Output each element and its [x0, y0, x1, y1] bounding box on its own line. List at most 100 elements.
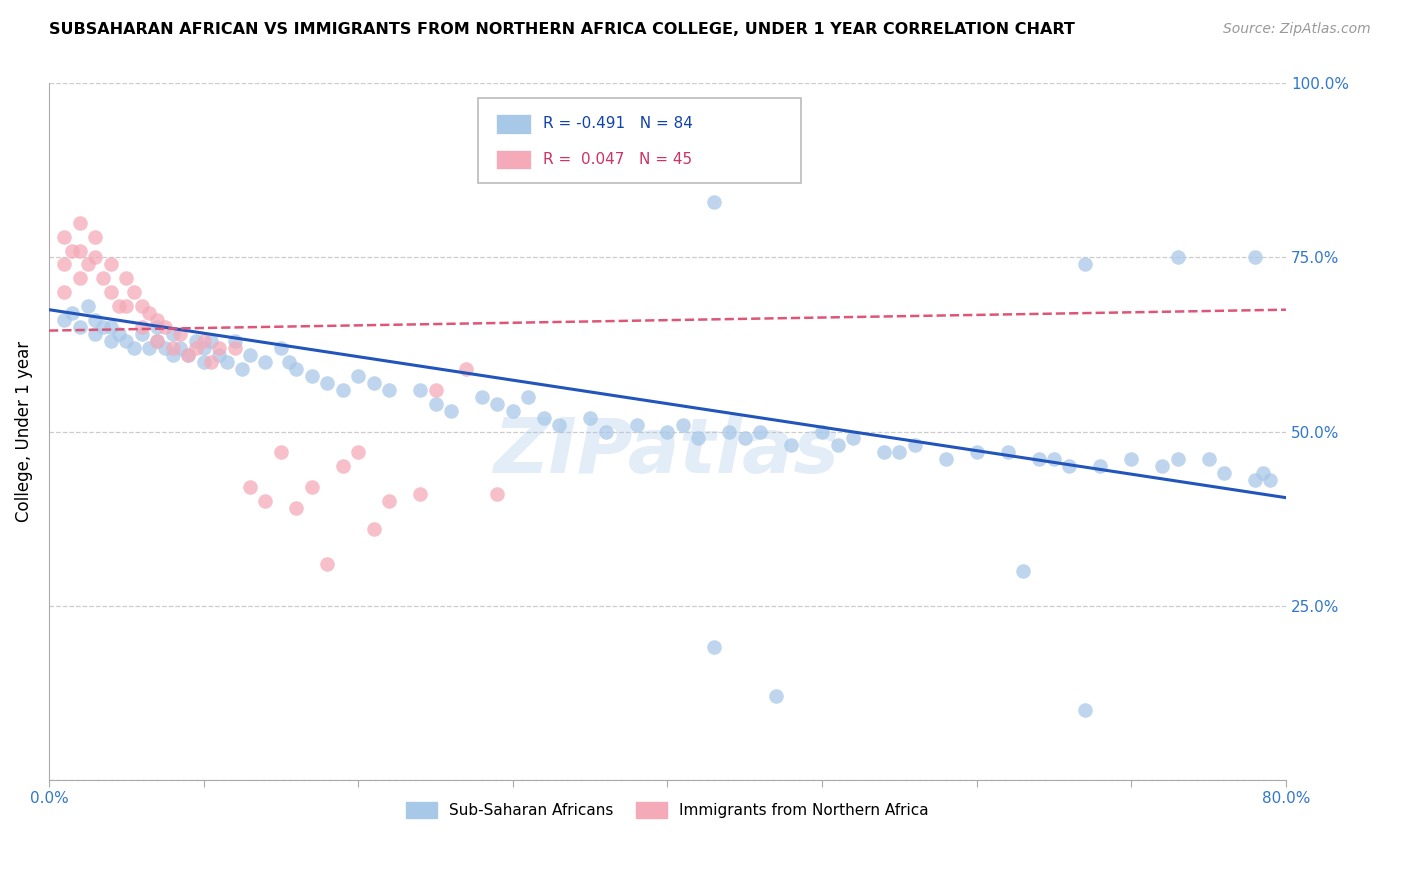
Point: [966, 445, 988, 459]
Point: [224, 334, 246, 348]
Point: [285, 362, 308, 376]
Point: [53, 285, 76, 300]
Point: [301, 368, 323, 383]
Point: [316, 557, 339, 571]
Point: [162, 341, 184, 355]
Y-axis label: College, Under 1 year: College, Under 1 year: [15, 341, 32, 522]
Point: [997, 445, 1019, 459]
Point: [100, 334, 122, 348]
Point: [76, 257, 98, 271]
Point: [471, 390, 494, 404]
Point: [162, 327, 184, 342]
Point: [332, 383, 354, 397]
Point: [1167, 251, 1189, 265]
Point: [1213, 467, 1236, 481]
Point: [239, 348, 262, 362]
Point: [254, 355, 277, 369]
Point: [827, 438, 849, 452]
Point: [184, 341, 207, 355]
Point: [224, 341, 246, 355]
Point: [347, 445, 370, 459]
Point: [672, 417, 695, 432]
Point: [107, 327, 129, 342]
Point: [177, 348, 200, 362]
Point: [440, 403, 463, 417]
Text: R =  0.047   N = 45: R = 0.047 N = 45: [543, 153, 692, 167]
Point: [254, 494, 277, 508]
Point: [100, 285, 122, 300]
Point: [193, 334, 215, 348]
Point: [703, 194, 725, 209]
Point: [100, 320, 122, 334]
Point: [811, 425, 834, 439]
Point: [301, 480, 323, 494]
Point: [1260, 473, 1282, 487]
Point: [378, 383, 401, 397]
Point: [935, 452, 957, 467]
Point: [200, 355, 222, 369]
Point: [69, 320, 91, 334]
Point: [873, 445, 896, 459]
Point: [842, 432, 865, 446]
Point: [1152, 459, 1174, 474]
Point: [486, 487, 509, 501]
Point: [1059, 459, 1081, 474]
Point: [122, 341, 145, 355]
Point: [409, 487, 432, 501]
Point: [1090, 459, 1112, 474]
Point: [1167, 452, 1189, 467]
Point: [765, 689, 787, 703]
Point: [718, 425, 741, 439]
Point: [270, 445, 292, 459]
Point: [1121, 452, 1143, 467]
Legend: Sub-Saharan Africans, Immigrants from Northern Africa: Sub-Saharan Africans, Immigrants from No…: [401, 796, 935, 824]
Point: [69, 244, 91, 258]
Point: [115, 271, 138, 285]
Point: [193, 355, 215, 369]
Point: [1012, 564, 1035, 578]
Point: [277, 355, 299, 369]
Point: [200, 334, 222, 348]
Point: [688, 432, 710, 446]
Point: [91, 320, 114, 334]
Point: [131, 299, 153, 313]
Point: [363, 376, 385, 390]
Point: [595, 425, 617, 439]
Point: [517, 390, 540, 404]
Point: [100, 257, 122, 271]
Point: [115, 299, 138, 313]
Point: [425, 397, 447, 411]
Text: SUBSAHARAN AFRICAN VS IMMIGRANTS FROM NORTHERN AFRICA COLLEGE, UNDER 1 YEAR CORR: SUBSAHARAN AFRICAN VS IMMIGRANTS FROM NO…: [49, 22, 1076, 37]
Point: [780, 438, 803, 452]
Point: [177, 348, 200, 362]
Point: [169, 327, 191, 342]
Point: [347, 368, 370, 383]
Point: [378, 494, 401, 508]
Point: [84, 251, 107, 265]
Point: [146, 320, 169, 334]
Point: [53, 313, 76, 327]
Point: [332, 459, 354, 474]
Point: [1043, 452, 1066, 467]
Point: [486, 397, 509, 411]
Point: [889, 445, 911, 459]
Point: [193, 341, 215, 355]
Point: [138, 306, 160, 320]
Point: [69, 271, 91, 285]
Point: [84, 313, 107, 327]
Point: [409, 383, 432, 397]
Point: [657, 425, 679, 439]
Point: [239, 480, 262, 494]
Point: [749, 425, 772, 439]
Point: [734, 432, 756, 446]
Point: [131, 320, 153, 334]
Point: [1244, 251, 1267, 265]
Point: [146, 334, 169, 348]
Point: [53, 229, 76, 244]
Point: [146, 313, 169, 327]
Point: [138, 341, 160, 355]
Point: [626, 417, 648, 432]
Point: [69, 216, 91, 230]
Point: [1244, 473, 1267, 487]
Point: [1074, 703, 1097, 717]
